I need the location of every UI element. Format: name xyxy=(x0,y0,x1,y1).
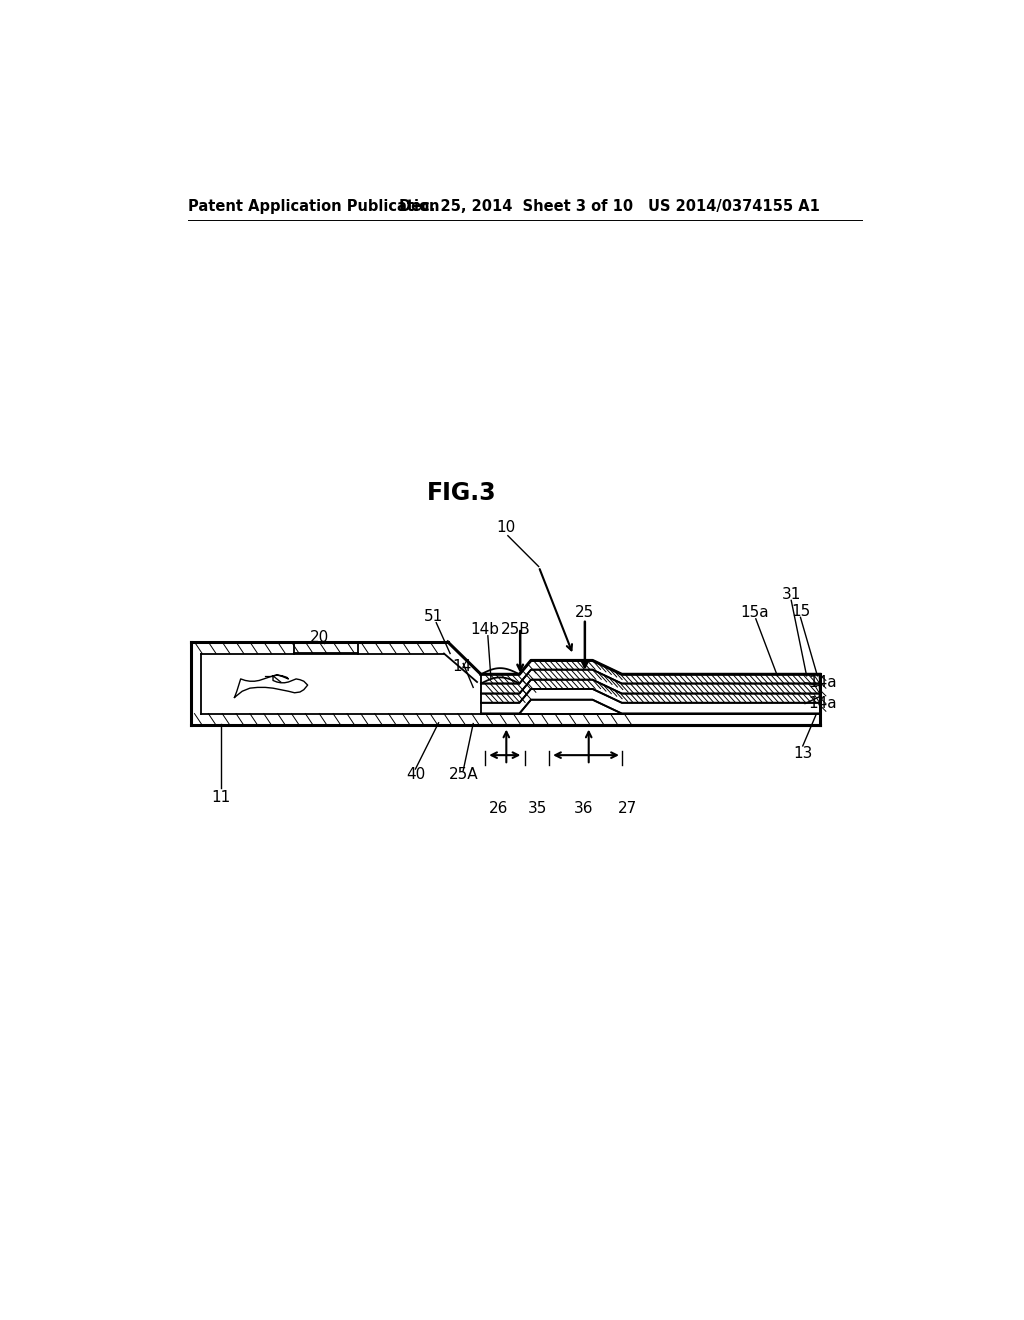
Text: 31: 31 xyxy=(781,586,801,602)
Text: 25A: 25A xyxy=(449,767,478,781)
Text: Patent Application Publication: Patent Application Publication xyxy=(188,198,440,214)
Text: 20: 20 xyxy=(309,630,329,645)
Text: US 2014/0374155 A1: US 2014/0374155 A1 xyxy=(648,198,820,214)
Text: 14: 14 xyxy=(452,659,471,675)
Text: 40: 40 xyxy=(406,767,425,781)
Text: 15: 15 xyxy=(791,603,810,619)
Text: 10: 10 xyxy=(497,520,516,536)
Text: 13: 13 xyxy=(793,746,812,762)
Polygon shape xyxy=(481,680,819,702)
Text: 27: 27 xyxy=(618,801,638,816)
Text: 25: 25 xyxy=(575,605,595,620)
Polygon shape xyxy=(481,669,819,693)
Text: 11: 11 xyxy=(212,789,231,805)
Text: 14a: 14a xyxy=(808,676,837,690)
Text: Dec. 25, 2014  Sheet 3 of 10: Dec. 25, 2014 Sheet 3 of 10 xyxy=(398,198,633,214)
Text: 26: 26 xyxy=(488,801,508,816)
Text: 14a: 14a xyxy=(808,696,837,711)
Text: FIG.3: FIG.3 xyxy=(427,482,497,506)
Text: 51: 51 xyxy=(424,609,442,624)
Text: 25B: 25B xyxy=(501,622,530,638)
Text: 15a: 15a xyxy=(740,605,769,620)
Text: 36: 36 xyxy=(573,801,593,816)
Polygon shape xyxy=(481,660,819,684)
Text: 14b: 14b xyxy=(470,622,500,638)
Text: 35: 35 xyxy=(527,801,547,816)
